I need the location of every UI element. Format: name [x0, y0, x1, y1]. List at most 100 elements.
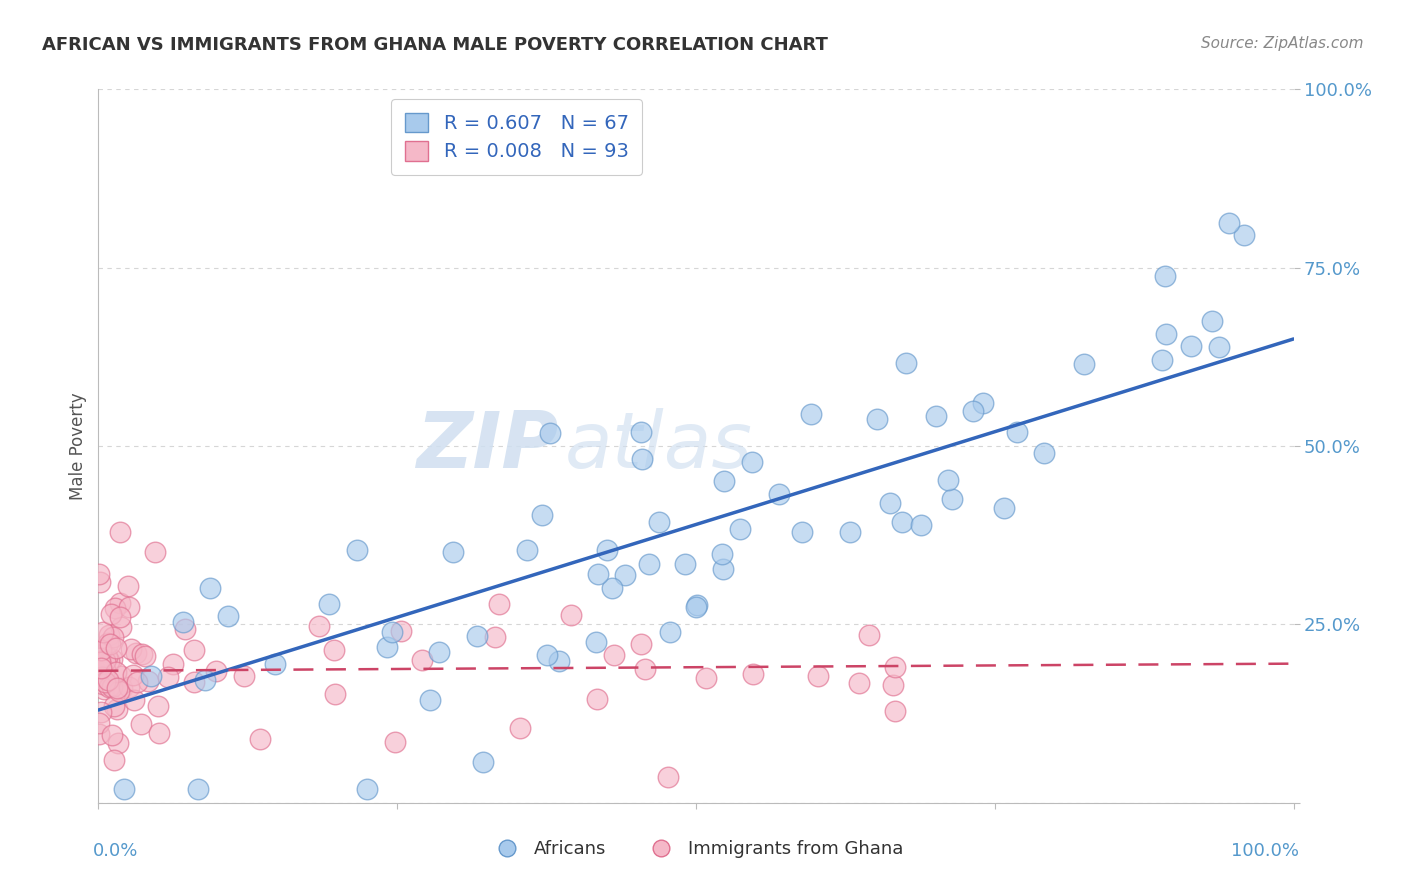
Point: [94, 675, 117, 690]
Point: [98, 628, 121, 642]
Y-axis label: Male Poverty: Male Poverty: [69, 392, 87, 500]
Point: [384, 735, 406, 749]
Point: [103, 698, 125, 713]
Point: [172, 615, 194, 629]
Point: [318, 597, 340, 611]
Point: [148, 699, 170, 714]
Point: [89, 574, 111, 589]
Point: [1201, 314, 1223, 328]
Point: [105, 665, 128, 680]
Point: [792, 524, 814, 539]
Point: [894, 355, 917, 369]
Point: [104, 601, 127, 615]
Point: [1154, 326, 1177, 341]
Point: [728, 522, 751, 536]
Point: [741, 455, 763, 469]
Point: [356, 781, 378, 796]
Point: [509, 721, 531, 735]
Point: [962, 404, 984, 418]
Point: [638, 557, 661, 571]
Point: [98, 654, 121, 668]
Point: [134, 649, 156, 664]
Point: [110, 620, 132, 634]
Point: [89, 673, 111, 688]
Point: [100, 637, 122, 651]
Point: [972, 396, 994, 410]
Point: [94, 654, 117, 668]
Point: [90, 705, 112, 719]
Point: [1233, 227, 1256, 242]
Point: [117, 579, 139, 593]
Point: [183, 642, 205, 657]
Point: [110, 669, 132, 683]
Point: [596, 542, 619, 557]
Point: [110, 681, 132, 696]
Point: [101, 679, 124, 693]
Point: [143, 545, 166, 559]
Point: [121, 667, 143, 681]
Point: [94, 663, 117, 677]
Point: [91, 660, 114, 674]
Point: [249, 731, 271, 746]
Point: [516, 542, 538, 557]
Point: [381, 624, 404, 639]
Point: [98, 680, 121, 694]
Text: AFRICAN VS IMMIGRANTS FROM GHANA MALE POVERTY CORRELATION CHART: AFRICAN VS IMMIGRANTS FROM GHANA MALE PO…: [42, 36, 828, 54]
Point: [90, 661, 112, 675]
Point: [108, 684, 131, 698]
Point: [993, 500, 1015, 515]
Point: [112, 781, 135, 796]
Point: [120, 641, 142, 656]
Point: [156, 670, 179, 684]
Point: [858, 628, 880, 642]
Text: atlas: atlas: [565, 408, 752, 484]
Point: [465, 629, 488, 643]
Point: [346, 543, 368, 558]
Legend: Africans, Immigrants from Ghana: Africans, Immigrants from Ghana: [482, 833, 910, 865]
Point: [1152, 353, 1174, 368]
Point: [93, 681, 115, 696]
Point: [865, 411, 887, 425]
Point: [129, 716, 152, 731]
Point: [101, 651, 124, 665]
Point: [127, 674, 149, 689]
Point: [90, 642, 112, 657]
Point: [531, 508, 554, 523]
Point: [883, 660, 905, 674]
Point: [323, 643, 346, 657]
Point: [614, 567, 637, 582]
Point: [1208, 340, 1230, 354]
Point: [659, 624, 682, 639]
Point: [807, 669, 830, 683]
Point: [890, 515, 912, 529]
Point: [685, 599, 707, 614]
Point: [657, 771, 679, 785]
Point: [630, 425, 652, 440]
Point: [488, 597, 510, 611]
Point: [471, 755, 494, 769]
Point: [103, 630, 125, 644]
Point: [174, 622, 197, 636]
Point: [711, 547, 734, 561]
Point: [884, 704, 907, 718]
Point: [585, 692, 607, 706]
Point: [1180, 339, 1202, 353]
Point: [585, 635, 607, 649]
Point: [560, 608, 582, 623]
Point: [936, 473, 959, 487]
Point: [96, 650, 118, 665]
Point: [204, 665, 226, 679]
Point: [536, 648, 558, 662]
Point: [630, 637, 652, 651]
Point: [101, 728, 124, 742]
Point: [603, 648, 626, 662]
Point: [187, 781, 209, 796]
Point: [105, 701, 128, 715]
Point: [183, 675, 205, 690]
Point: [91, 624, 114, 639]
Point: [105, 681, 128, 696]
Point: [264, 657, 287, 671]
Point: [441, 545, 464, 559]
Point: [110, 610, 132, 624]
Point: [118, 600, 141, 615]
